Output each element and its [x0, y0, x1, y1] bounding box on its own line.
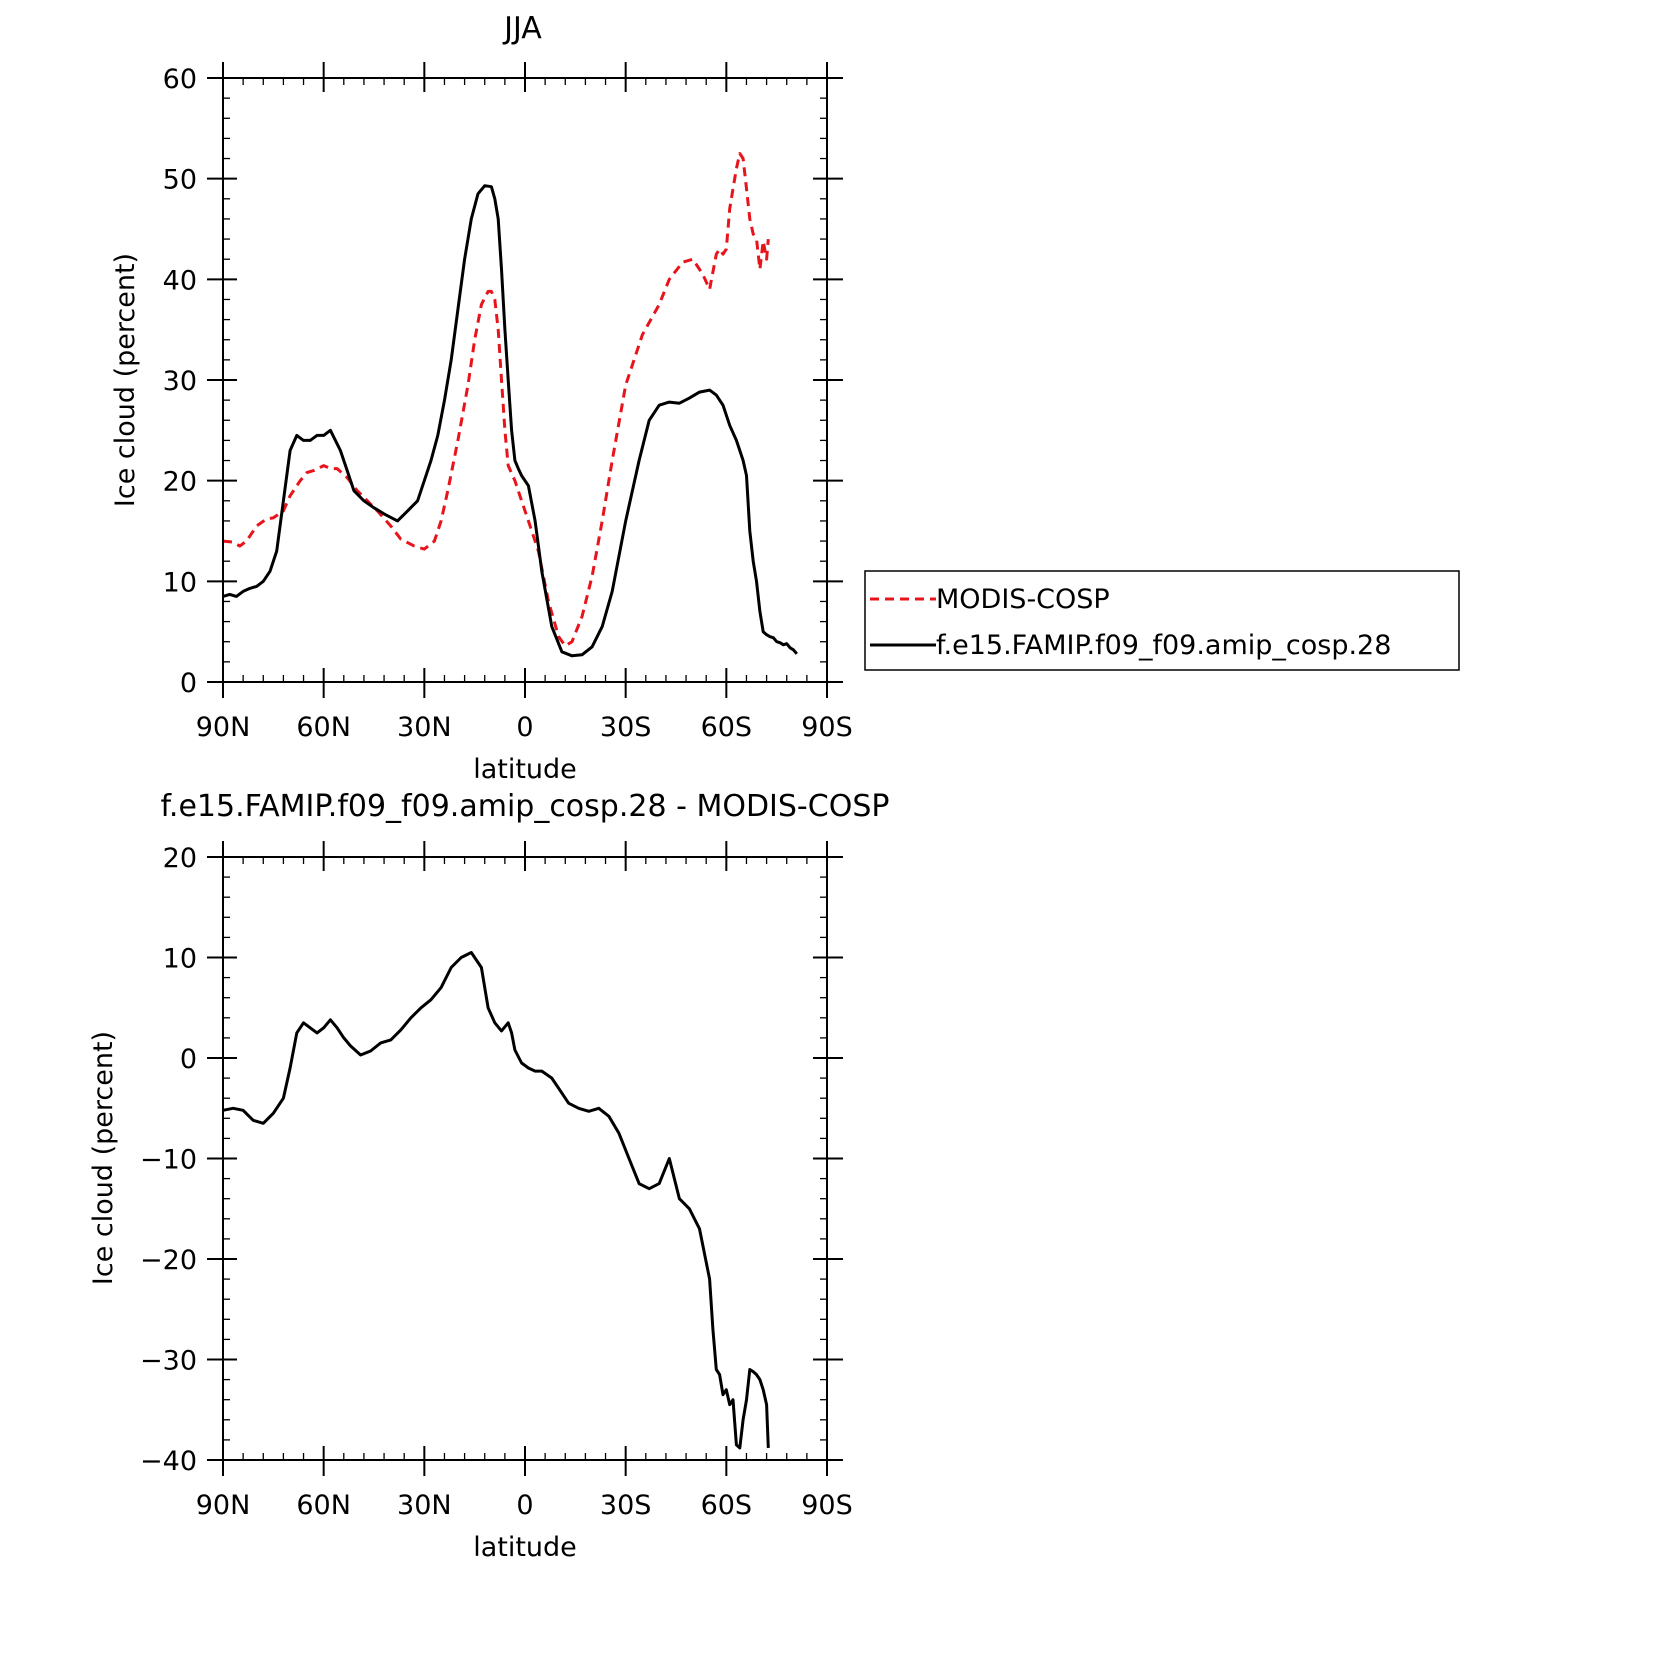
bottom-x-tick-label: 60N	[296, 1490, 351, 1521]
bottom-x-tick-label: 0	[516, 1490, 533, 1521]
bottom-series-group	[222, 951, 770, 1450]
bottom-y-tick-label: −30	[140, 1346, 197, 1377]
bottom-y-axis-title: Ice cloud (percent)	[88, 1031, 119, 1285]
bottom-ticks: −40 −30 −20 −10 0 10 20 90N 60N 30N 0 30S 60S 90S	[140, 841, 853, 1521]
bottom-panel: f.e15.FAMIP.f09_f09.amip_cosp.28 - MODIS…	[88, 789, 889, 1563]
top-plot-frame	[222, 77, 828, 683]
top-series-line-1	[222, 184, 798, 658]
bottom-x-tick-label: 90S	[801, 1490, 853, 1521]
top-x-axis-title: latitude	[473, 754, 577, 785]
top-series-group	[222, 152, 798, 658]
bottom-y-tick-label: 10	[163, 944, 197, 975]
top-ticks: 0 10 20 30 40 50 60 90N 60N 30N 0 30S 60S 90S	[163, 62, 853, 743]
top-y-tick-label: 20	[163, 467, 197, 498]
bottom-plot-frame	[222, 856, 828, 1461]
top-series-line-0	[222, 152, 770, 648]
top-x-tick-label: 60S	[701, 712, 753, 743]
top-x-tick-label: 90S	[801, 712, 853, 743]
top-x-tick-label: 0	[516, 712, 533, 743]
bottom-series-line-0	[222, 951, 770, 1450]
top-x-tick-label: 30N	[397, 712, 452, 743]
top-y-tick-label: 0	[180, 668, 197, 699]
bottom-chart-title: f.e15.FAMIP.f09_f09.amip_cosp.28 - MODIS…	[161, 789, 890, 824]
bottom-y-tick-label: −20	[140, 1245, 197, 1276]
top-x-tick-label: 60N	[296, 712, 351, 743]
top-x-tick-label: 30S	[600, 712, 652, 743]
bottom-y-tick-label: 0	[180, 1044, 197, 1075]
bottom-x-tick-label: 30S	[600, 1490, 652, 1521]
bottom-y-tick-label: −40	[140, 1446, 197, 1477]
top-y-tick-label: 40	[163, 265, 197, 296]
bottom-x-tick-label: 60S	[701, 1490, 753, 1521]
top-y-tick-label: 30	[163, 366, 197, 397]
top-y-tick-label: 50	[163, 165, 197, 196]
top-y-tick-label: 60	[163, 64, 197, 95]
bottom-x-axis-title: latitude	[473, 1532, 577, 1563]
top-chart-title: JJA	[502, 11, 542, 46]
bottom-y-tick-label: −10	[140, 1145, 197, 1176]
bottom-x-tick-label: 30N	[397, 1490, 452, 1521]
top-panel: JJA 0 10 20 30 40 50 60 90N 60N 30N 0 30S 60S 90S lat…	[110, 11, 853, 785]
legend-box	[864, 570, 1460, 671]
top-x-tick-label: 90N	[196, 712, 251, 743]
top-y-axis-title: Ice cloud (percent)	[110, 253, 141, 507]
legend-label-modis: MODIS-COSP	[936, 584, 1110, 615]
top-y-tick-label: 10	[163, 567, 197, 598]
legend-label-model: f.e15.FAMIP.f09_f09.amip_cosp.28	[936, 630, 1391, 661]
legend: MODIS-COSP f.e15.FAMIP.f09_f09.amip_cosp…	[864, 570, 1460, 671]
bottom-x-tick-label: 90N	[196, 1490, 251, 1521]
bottom-y-tick-label: 20	[163, 843, 197, 874]
